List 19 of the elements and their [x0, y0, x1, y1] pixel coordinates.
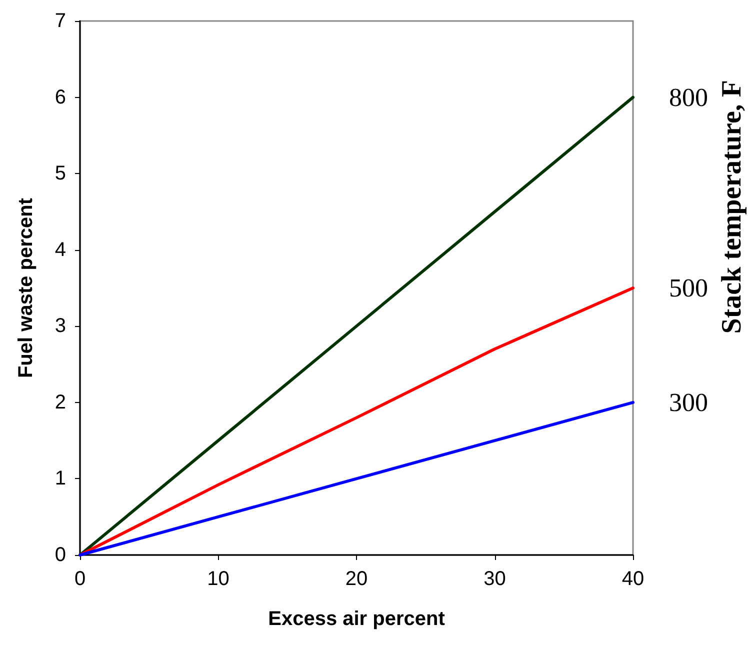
x-tick-label: 40: [622, 568, 644, 590]
x-tick-label: 10: [207, 568, 230, 590]
x-tick-label: 30: [484, 568, 506, 590]
y-tick-label: 5: [54, 162, 66, 185]
y2-axis-title: Stack temperature, F: [716, 80, 748, 334]
y-tick-label: 6: [54, 86, 66, 108]
series-label: 300: [669, 388, 708, 417]
series-label: 800: [669, 82, 708, 112]
x-axis-title: Excess air percent: [268, 608, 446, 630]
y-tick-label: 0: [54, 544, 66, 566]
y-tick-label: 2: [54, 391, 66, 414]
y-tick-label: 3: [54, 315, 66, 338]
x-tick-label: 20: [345, 568, 368, 590]
x-tick-label: 0: [74, 568, 86, 590]
y-axis-title: Fuel waste percent: [15, 198, 37, 378]
series-label: 500: [669, 274, 708, 302]
y-tick-label: 7: [54, 10, 66, 32]
y-tick-label: 4: [54, 238, 66, 261]
y-tick-label: 1: [54, 468, 66, 490]
